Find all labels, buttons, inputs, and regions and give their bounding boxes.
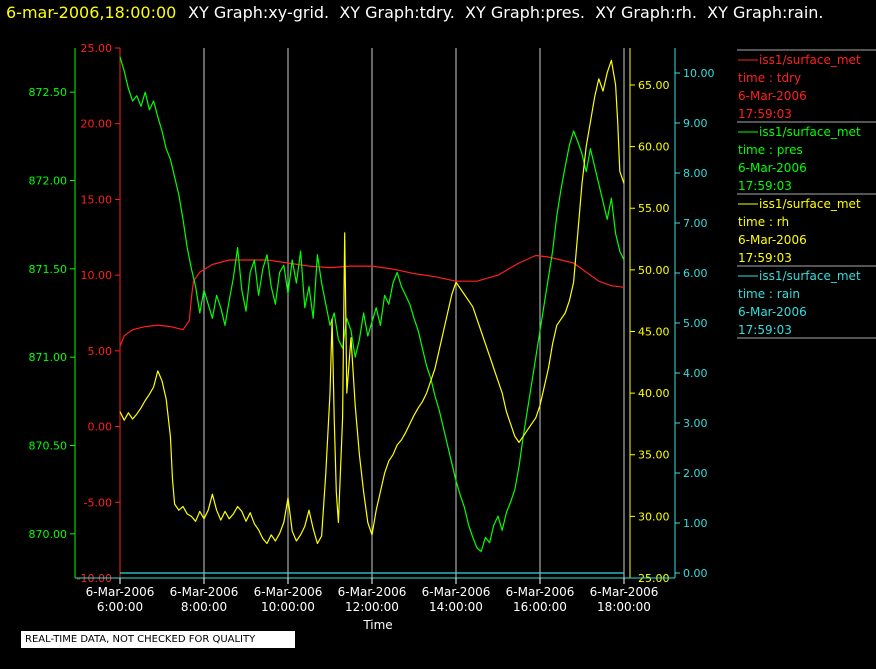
axis-tick-label: 0.00 — [683, 567, 708, 580]
series-lines — [119, 56, 625, 574]
axis-tick-label: 10.00 — [81, 269, 113, 282]
axis-tick-label: 5.00 — [683, 317, 708, 330]
axis-tick-label: 45.00 — [638, 325, 670, 338]
axis-tick-label: 872.00 — [29, 175, 68, 188]
x-tick-date: 6-Mar-2006 — [590, 585, 659, 599]
x-tick-time: 8:00:00 — [181, 600, 227, 614]
rain-axis: 0.00 1.00 2.00 3.00 4.00 5.00 6.00 7.00 8.00 9.00… — [674, 48, 715, 580]
grid-lines — [203, 48, 625, 578]
x-axis-label: Time — [362, 618, 392, 632]
axis-tick-label: 20.00 — [81, 118, 113, 131]
axis-tick-label: 870.50 — [29, 440, 68, 453]
axis-tick-label: 55.00 — [638, 202, 670, 215]
axis-tick-label: 10.00 — [683, 67, 715, 80]
axis-tick-label: 40.00 — [638, 387, 670, 400]
x-tick-time: 14:00:00 — [429, 600, 483, 614]
legend-variable: time : rain — [738, 287, 800, 301]
axis-tick-label: 7.00 — [683, 217, 708, 230]
x-tick-time: 6:00:00 — [97, 600, 143, 614]
axis-tick-label: 8.00 — [683, 167, 708, 180]
axis-tick-label: -5.00 — [84, 496, 112, 509]
legend-date: 6-Mar-2006 — [738, 161, 807, 175]
axis-tick-label: 60.00 — [638, 141, 670, 154]
x-tick-time: 10:00:00 — [261, 600, 315, 614]
legend-date: 6-Mar-2006 — [738, 89, 807, 103]
graph-list-title: XY Graph:xy-grid. XY Graph:tdry. XY Grap… — [188, 3, 824, 22]
legend-series-name: iss1/surface_met — [759, 125, 861, 139]
axis-tick-label: 6.00 — [683, 267, 708, 280]
axis-tick-label: 4.00 — [683, 367, 708, 380]
axis-tick-label: 30.00 — [638, 510, 670, 523]
axis-tick-label: 0.00 — [88, 421, 113, 434]
axis-tick-label: 50.00 — [638, 264, 670, 277]
axis-tick-label: 872.50 — [29, 86, 68, 99]
axis-tick-label: 15.00 — [81, 193, 113, 206]
x-tick-time: 18:00:00 — [597, 600, 651, 614]
x-tick-date: 6-Mar-2006 — [86, 585, 155, 599]
axis-tick-label: 2.00 — [683, 467, 708, 480]
x-tick-date: 6-Mar-2006 — [506, 585, 575, 599]
x-tick-date: 6-Mar-2006 — [254, 585, 323, 599]
legend-time: 17:59:03 — [738, 107, 792, 121]
legend-time: 17:59:03 — [738, 251, 792, 265]
legend-time: 17:59:03 — [738, 323, 792, 337]
axis-tick-label: 870.00 — [29, 528, 68, 541]
axis-tick-label: 9.00 — [683, 117, 708, 130]
x-tick-date: 6-Mar-2006 — [338, 585, 407, 599]
tdry-series — [119, 254, 625, 347]
legend-date: 6-Mar-2006 — [738, 305, 807, 319]
axis-tick-label: 1.00 — [683, 517, 708, 530]
x-tick-time: 12:00:00 — [345, 600, 399, 614]
axis-tick-label: 871.00 — [29, 351, 68, 364]
axis-tick-label: 3.00 — [683, 417, 708, 430]
axis-tick-label: 25.00 — [81, 42, 113, 55]
axes: 870.00870.50871.00871.50872.00872.50-10.… — [29, 42, 715, 585]
pres-axis: 870.00 870.50 871.00 871.50 872.00 872.50 — [29, 48, 76, 578]
axis-tick-label: 871.50 — [29, 263, 68, 276]
pres-series — [119, 56, 625, 553]
x-tick-date: 6-Mar-2006 — [170, 585, 239, 599]
legend-date: 6-Mar-2006 — [738, 233, 807, 247]
axis-tick-label: 35.00 — [638, 449, 670, 462]
graph-timestamp: 6-mar-2006,18:00:00 — [6, 3, 176, 22]
x-axis: 6-Mar-20066:00:006-Mar-20068:00:006-Mar-… — [75, 577, 675, 614]
legend-variable: time : pres — [738, 143, 803, 157]
legend-series-name: iss1/surface_met — [759, 269, 861, 283]
quality-notice: REAL-TIME DATA, NOT CHECKED FOR QUALITY — [21, 631, 295, 648]
x-tick-time: 16:00:00 — [513, 600, 567, 614]
axis-tick-label: 65.00 — [638, 79, 670, 92]
legend-series-name: iss1/surface_met — [759, 53, 861, 67]
axis-tick-label: 5.00 — [88, 345, 113, 358]
legend-variable: time : tdry — [738, 71, 801, 85]
legend-series-name: iss1/surface_met — [759, 197, 861, 211]
legend-variable: time : rh — [738, 215, 789, 229]
rh-series — [119, 59, 625, 545]
x-tick-date: 6-Mar-2006 — [422, 585, 491, 599]
legend-time: 17:59:03 — [738, 179, 792, 193]
rh-axis: 25.0030.0035.0040.0045.0050.0055.0060.00… — [629, 48, 670, 585]
